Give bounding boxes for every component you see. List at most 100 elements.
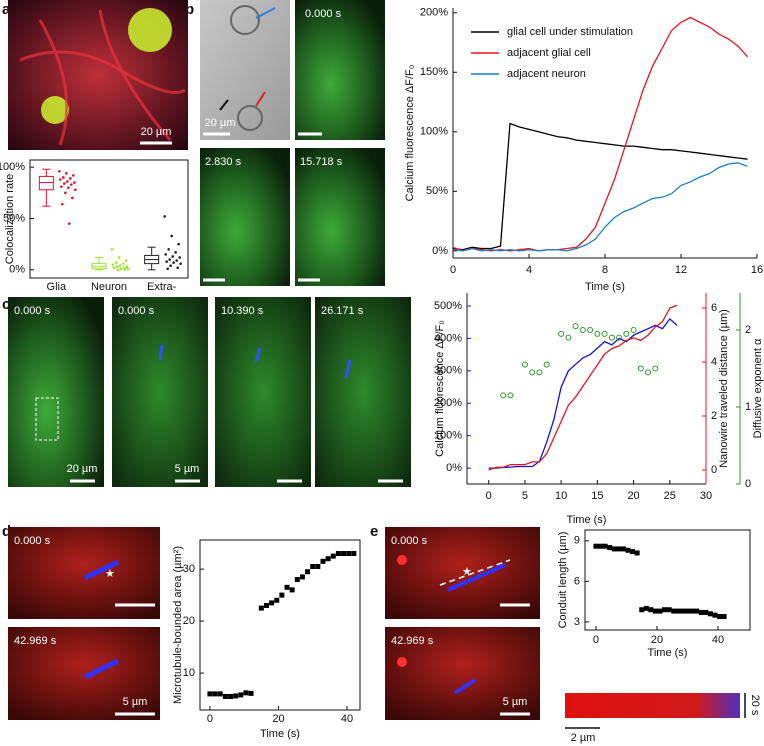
data-point xyxy=(294,577,300,583)
data-point xyxy=(62,176,65,179)
x-tick-label: 25 xyxy=(664,490,676,502)
timestamp: 0.000 s xyxy=(14,305,51,317)
data-point xyxy=(717,613,723,619)
y-tick-label: 200% xyxy=(434,397,462,409)
data-point xyxy=(346,551,352,557)
data-point xyxy=(279,592,285,598)
micrograph: 20 µm 0.000 s 2.830 s 15.718 s xyxy=(200,0,385,286)
micrograph: 0.000 s 20 µm 0.000 s 5 µm 10.390 s 26.1… xyxy=(8,297,411,487)
y-axis-label: Conduit length (µm) xyxy=(557,532,569,629)
data-point xyxy=(712,612,718,618)
data-line xyxy=(488,304,678,471)
data-point xyxy=(707,611,713,617)
data-point xyxy=(620,546,626,552)
x-tick-label: 20 xyxy=(272,713,284,725)
y3-axis-label: Diffusive exponent α xyxy=(752,338,764,438)
data-point xyxy=(171,255,174,258)
data-point xyxy=(112,266,116,270)
y-tick-label: 2 xyxy=(745,324,751,336)
data-point xyxy=(648,607,654,613)
y-tick-label: 200% xyxy=(420,7,448,19)
x-tick-label: 0 xyxy=(486,490,492,502)
y-tick-label: 400% xyxy=(434,332,462,344)
timestamp: 0.000 s xyxy=(14,535,51,547)
y-tick-label: 500% xyxy=(434,300,462,312)
data-point xyxy=(248,690,254,696)
x-tick-label: 12 xyxy=(675,264,687,276)
timestamp: 2.830 s xyxy=(205,156,242,168)
x-tick-label: 20 xyxy=(651,634,663,646)
data-point xyxy=(289,587,295,593)
data-point xyxy=(115,265,119,269)
data-point xyxy=(73,181,76,184)
data-point xyxy=(58,169,61,173)
data-point xyxy=(66,180,69,183)
data-line xyxy=(452,16,748,252)
data-point xyxy=(680,608,686,614)
data-point xyxy=(212,691,218,697)
y-tick-label: 6 xyxy=(574,575,580,587)
panel-label: c xyxy=(2,296,10,313)
data-point xyxy=(117,256,121,259)
data-point xyxy=(170,234,173,238)
data-point xyxy=(274,597,280,603)
x-tick-label: 40 xyxy=(341,713,353,725)
data-point xyxy=(587,326,594,333)
x-tick-label: 0 xyxy=(450,264,456,276)
data-point xyxy=(60,185,63,188)
data-point xyxy=(572,323,579,330)
y-tick-label: 100% xyxy=(420,126,448,138)
data-point xyxy=(607,545,613,551)
data-point xyxy=(608,334,615,341)
data-point xyxy=(222,693,228,699)
data-point xyxy=(178,256,181,259)
data-point xyxy=(227,693,233,699)
data-point xyxy=(172,261,175,264)
data-line xyxy=(488,317,678,469)
data-point xyxy=(694,608,700,614)
data-point xyxy=(616,546,622,552)
data-point xyxy=(174,251,177,254)
box xyxy=(38,175,54,191)
data-point xyxy=(594,330,601,337)
x-axis-label: Time (s) xyxy=(567,514,607,526)
y-tick-label: 100% xyxy=(0,161,25,173)
data-point xyxy=(703,609,709,615)
y-tick-label: 150% xyxy=(420,66,448,78)
data-point xyxy=(123,268,127,272)
x-axis-label: Time (s) xyxy=(585,281,625,293)
data-point xyxy=(67,186,70,190)
data-point xyxy=(662,607,668,613)
data-point xyxy=(305,569,311,575)
data-point xyxy=(565,334,572,341)
scale-bar-label: 20 µm xyxy=(67,463,98,475)
data-point xyxy=(65,172,68,175)
x-tick-label: Glia xyxy=(47,281,67,293)
x-tick-label: 30 xyxy=(700,490,712,502)
plot-frame xyxy=(584,529,751,631)
plot-frame xyxy=(199,539,361,711)
panel-label: a xyxy=(2,1,11,18)
data-point xyxy=(110,247,114,251)
data-point xyxy=(74,188,77,192)
data-point xyxy=(684,608,690,614)
data-point xyxy=(119,267,123,271)
data-point xyxy=(125,265,129,269)
data-point xyxy=(269,600,275,606)
data-point xyxy=(68,222,71,225)
data-point xyxy=(284,584,290,590)
data-point xyxy=(238,692,244,698)
y-tick-label: 10 xyxy=(183,667,195,679)
x-tick-label: 40 xyxy=(712,634,724,646)
data-point xyxy=(258,605,264,611)
data-point xyxy=(652,608,658,614)
x-axis-label: Time (s) xyxy=(648,647,688,659)
y-tick-label: 50% xyxy=(426,185,448,197)
legend-label: glial cell under stimulation xyxy=(507,26,633,38)
data-point xyxy=(310,564,316,570)
data-point xyxy=(598,543,604,549)
y-axis-label: Microtubule-bounded area (µm²) xyxy=(172,546,184,704)
data-point xyxy=(176,266,179,270)
data-point xyxy=(243,690,249,696)
x-tick-label: 10 xyxy=(555,490,567,502)
